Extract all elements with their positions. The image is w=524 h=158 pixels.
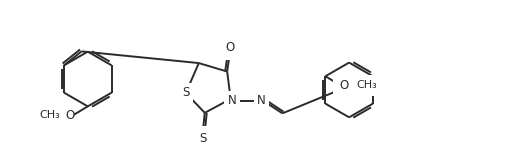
Text: O: O [65,109,74,122]
Text: O: O [339,79,348,92]
Text: N: N [228,94,236,107]
Text: CH₃: CH₃ [40,110,60,120]
Text: CH₃: CH₃ [356,80,377,90]
Text: S: S [182,86,190,99]
Text: S: S [199,132,206,145]
Text: O: O [225,41,235,54]
Text: N: N [257,94,266,107]
